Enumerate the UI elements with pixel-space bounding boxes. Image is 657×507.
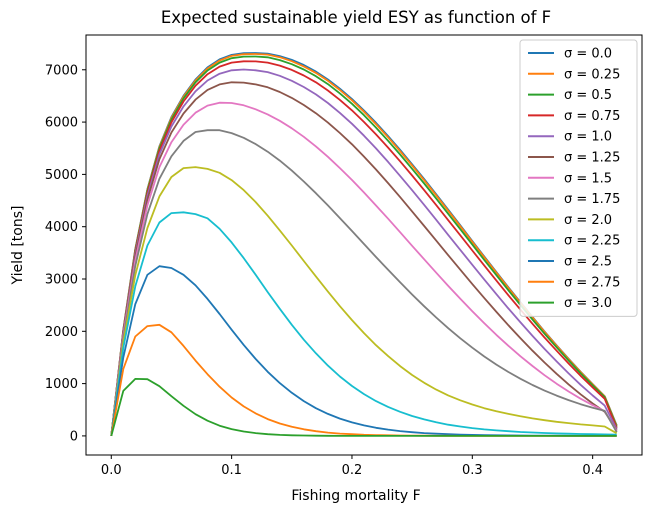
x-tick-label: 0.2 [342,463,363,478]
legend-label: σ = 0.0 [564,47,612,62]
y-tick-label: 5000 [45,168,78,183]
series-line-7 [110,129,618,437]
series-line-3 [110,60,618,437]
series-line-1 [110,53,618,437]
y-tick-label: 1000 [45,377,78,392]
x-axis-label: Fishing mortality F [291,488,420,504]
series-line-2 [110,55,618,437]
legend-label: σ = 3.0 [564,296,612,311]
series-line-9 [110,211,617,437]
series-line-5 [110,81,618,437]
legend-label: σ = 1.0 [564,130,612,145]
x-axis: 0.0 0.1 0.2 0.3 0.4 [101,455,603,478]
series-lines [110,52,618,437]
series-line-4 [110,68,618,437]
x-tick-label: 0.0 [101,463,122,478]
legend-label: σ = 1.5 [564,171,612,186]
plot-frame [85,34,643,456]
y-tick-label: 6000 [45,116,78,131]
y-tick-label: 0 [70,429,78,444]
y-tick-label: 3000 [45,272,78,287]
legend-label: σ = 2.25 [564,234,620,249]
legend-label: σ = 1.75 [564,192,620,207]
y-tick-label: 4000 [45,220,78,235]
legend-label: σ = 0.25 [564,67,620,82]
series-line-6 [110,101,618,437]
y-tick-label: 2000 [45,325,78,340]
y-tick-label: 7000 [45,63,78,78]
x-tick-label: 0.1 [221,463,242,478]
legend-label: σ = 2.0 [564,213,612,228]
legend-label: σ = 2.5 [564,255,612,270]
legend-box [519,39,638,317]
legend-label: σ = 0.75 [564,109,620,124]
x-tick-label: 0.3 [462,463,483,478]
x-tick-label: 0.4 [582,463,603,478]
y-axis: 0 1000 2000 3000 4000 5000 6000 7000 [45,63,86,444]
legend: σ = 0.0 σ = 0.25 σ = 0.5 σ = 0.75 σ = 1.0 σ =… [519,39,638,317]
legend-label: σ = 1.25 [564,151,620,166]
chart-title: Expected sustainable yield ESY as functi… [161,8,551,27]
legend-label: σ = 0.5 [564,88,612,103]
legend-label: σ = 2.75 [564,275,620,290]
series-line-8 [110,166,618,437]
y-axis-label: Yield [tons] [10,206,26,286]
series-line-12 [110,377,617,437]
